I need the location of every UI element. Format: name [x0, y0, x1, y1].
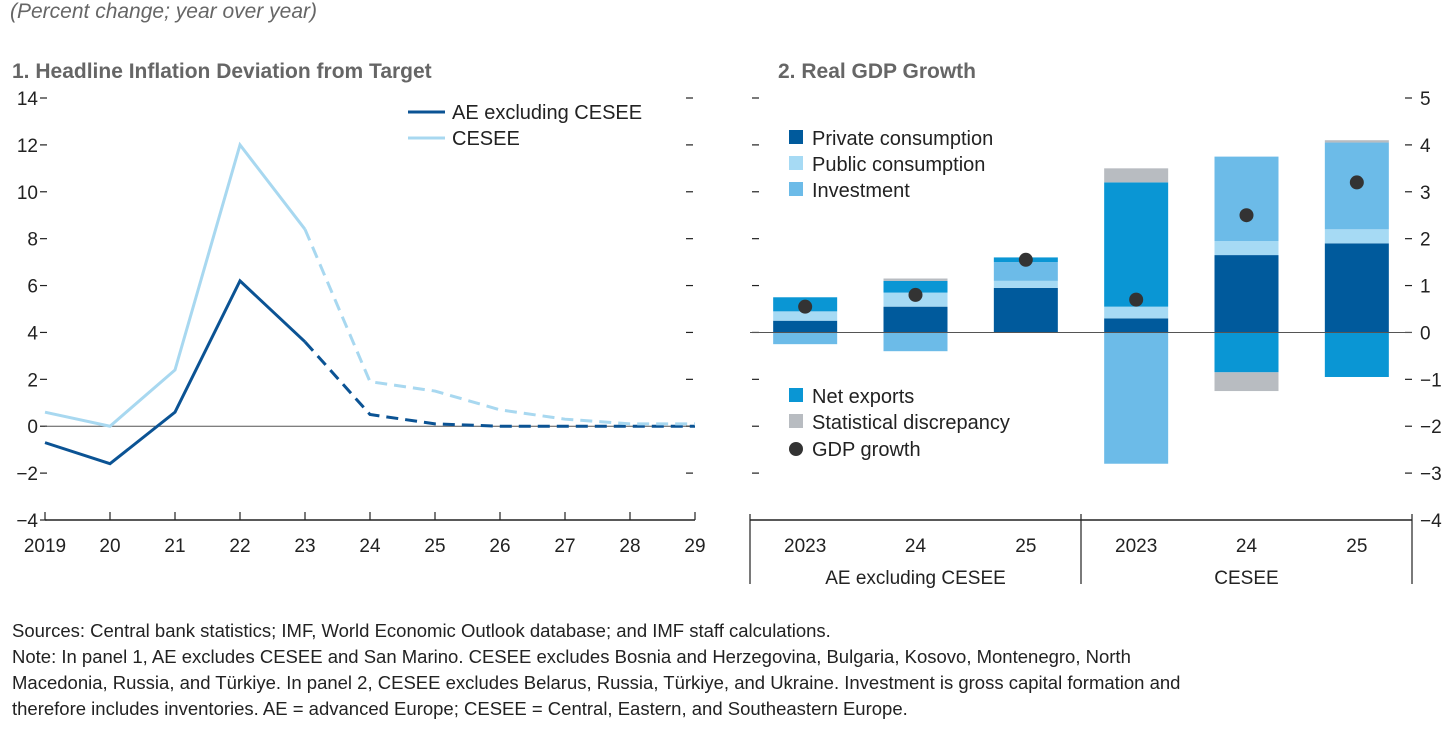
- y-tick-label: 0: [27, 417, 38, 438]
- bar-segment: [1324, 243, 1389, 333]
- series-line-solid: [44, 141, 307, 428]
- gdp-growth-dot: [798, 299, 813, 314]
- x-tick-label: 24: [905, 536, 927, 557]
- legend-swatch: [789, 414, 803, 428]
- legend-label: CESEE: [452, 128, 520, 150]
- bar-segment: [1214, 255, 1279, 333]
- bar-segment: [1104, 306, 1169, 319]
- bar-segment: [1104, 332, 1169, 464]
- legend-label: Net exports: [812, 386, 914, 408]
- bar-segment: [883, 278, 948, 281]
- x-tick-label: 20: [99, 536, 120, 557]
- y-tick-label: −4: [1420, 511, 1442, 532]
- bar-segment: [1104, 182, 1169, 307]
- gdp-growth-dot: [1349, 175, 1364, 190]
- note-line: Macedonia, Russia, and Türkiye. In panel…: [12, 672, 1181, 693]
- y-tick-label: 3: [1420, 183, 1431, 204]
- bar-segment: [993, 287, 1058, 333]
- sources-line: Sources: Central bank statistics; IMF, W…: [12, 620, 831, 641]
- y-tick-label: −2: [16, 464, 38, 485]
- legend-label: Public consumption: [812, 154, 985, 176]
- y-tick-label: 0: [1420, 323, 1431, 344]
- gdp-growth-dot: [1018, 252, 1033, 267]
- bar-segment: [773, 332, 838, 345]
- note-line: therefore includes inventories. AE = adv…: [12, 698, 908, 719]
- bar-segment: [1324, 332, 1389, 377]
- bar-segment: [1214, 156, 1279, 242]
- x-tick-label: 26: [489, 536, 510, 557]
- legend-label: Private consumption: [812, 128, 993, 150]
- y-tick-label: 14: [17, 89, 39, 110]
- x-tick-label: 24: [1236, 536, 1258, 557]
- legend-label: Statistical discrepancy: [812, 412, 1010, 434]
- bar-segment: [883, 332, 948, 352]
- x-tick-label: 2023: [1115, 536, 1157, 557]
- bar-segment: [1104, 168, 1169, 183]
- x-tick-label: 28: [619, 536, 640, 557]
- x-tick-label: 22: [229, 536, 250, 557]
- legend-dot: [789, 442, 803, 456]
- x-tick-label: 21: [164, 536, 185, 557]
- series-line-projection: [303, 228, 695, 426]
- bar-segment: [1324, 229, 1389, 244]
- x-tick-label: 25: [1346, 536, 1367, 557]
- legend-swatch: [789, 130, 803, 144]
- legend-swatch: [789, 156, 803, 170]
- x-tick-label: 29: [684, 536, 705, 557]
- y-tick-label: 4: [27, 323, 38, 344]
- panel1-title: 1. Headline Inflation Deviation from Tar…: [12, 60, 432, 83]
- y-tick-label: 1: [1420, 277, 1431, 298]
- y-tick-label: 5: [1420, 89, 1431, 110]
- bar-segment: [1104, 318, 1169, 333]
- legend-swatch: [789, 388, 803, 402]
- bar-segment: [993, 262, 1058, 281]
- x-tick-label: 25: [1015, 536, 1036, 557]
- group-label: CESEE: [1214, 568, 1278, 589]
- x-tick-label: 2019: [24, 536, 66, 557]
- bar-segment: [1214, 241, 1279, 256]
- gdp-growth-dot: [1239, 208, 1254, 223]
- bar-segment: [883, 306, 948, 333]
- legend-label: Investment: [812, 180, 910, 202]
- y-tick-label: 12: [17, 136, 38, 157]
- bar-segment: [883, 280, 948, 293]
- y-tick-label: −1: [1420, 370, 1442, 391]
- note-line: Note: In panel 1, AE excludes CESEE and …: [12, 646, 1131, 667]
- y-tick-label: 8: [27, 230, 38, 251]
- y-tick-label: 6: [27, 277, 38, 298]
- bar-segment: [1214, 332, 1279, 373]
- figure-subtitle: (Percent change; year over year): [10, 0, 317, 23]
- bar-segment: [773, 320, 838, 333]
- x-tick-label: 27: [554, 536, 575, 557]
- y-tick-label: 2: [1420, 230, 1431, 251]
- gdp-growth-dot: [908, 287, 923, 302]
- series-line-solid: [44, 278, 307, 466]
- bar-segment: [993, 280, 1058, 288]
- gdp-growth-dot: [1129, 292, 1144, 307]
- y-tick-label: −3: [1420, 464, 1442, 485]
- notes: Sources: Central bank statistics; IMF, W…: [12, 618, 1452, 722]
- y-tick-label: 10: [17, 183, 38, 204]
- legend-label: AE excluding CESEE: [452, 102, 642, 124]
- bar-segment: [1214, 372, 1279, 392]
- x-tick-label: 2023: [784, 536, 826, 557]
- legend-label: GDP growth: [812, 439, 921, 461]
- bar-segment: [1324, 140, 1389, 143]
- x-tick-label: 25: [424, 536, 445, 557]
- y-tick-label: 2: [27, 370, 38, 391]
- legend-swatch: [789, 182, 803, 196]
- y-tick-label: −4: [16, 511, 38, 532]
- group-label: AE excluding CESEE: [825, 568, 1006, 589]
- y-tick-label: −2: [1420, 417, 1442, 438]
- x-tick-label: 23: [294, 536, 315, 557]
- series-line-projection: [303, 340, 695, 428]
- panel2-title: 2. Real GDP Growth: [778, 60, 976, 83]
- y-tick-label: 4: [1420, 136, 1431, 157]
- bar-segment: [773, 311, 838, 321]
- x-tick-label: 24: [359, 536, 381, 557]
